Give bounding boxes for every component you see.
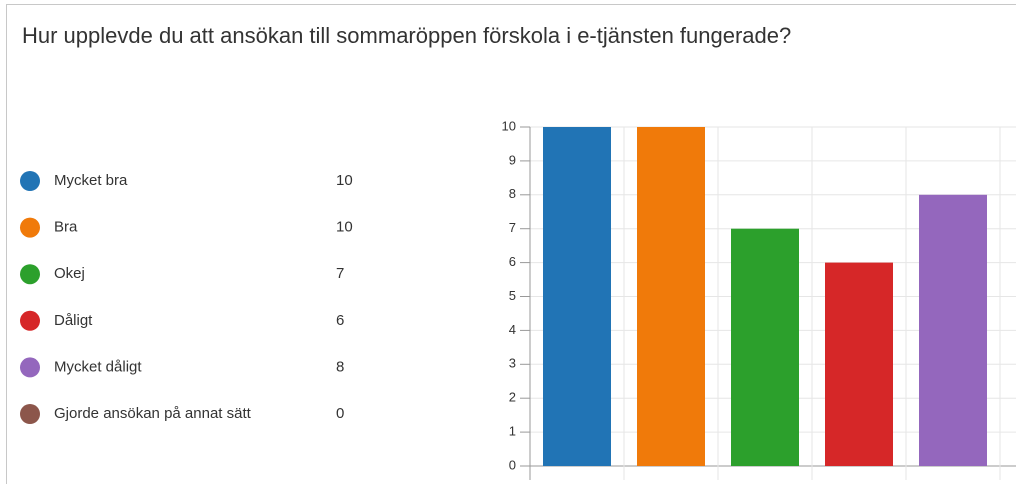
legend-swatch bbox=[20, 171, 40, 191]
y-tick-label: 3 bbox=[509, 356, 516, 371]
legend-value: 7 bbox=[336, 265, 344, 282]
bar bbox=[919, 194, 987, 467]
y-tick-label: 5 bbox=[509, 288, 516, 303]
bar bbox=[731, 228, 799, 466]
legend-value: 6 bbox=[336, 312, 344, 329]
y-tick-label: 2 bbox=[509, 390, 516, 405]
legend-swatch bbox=[20, 404, 40, 424]
legend-value: 8 bbox=[336, 358, 344, 375]
legend-swatch bbox=[20, 357, 40, 378]
legend-label: Bra bbox=[54, 219, 78, 236]
legend-label: Okej bbox=[54, 265, 85, 282]
legend-value: 10 bbox=[336, 172, 353, 189]
legend-swatch bbox=[20, 217, 40, 238]
y-tick-label: 8 bbox=[509, 186, 516, 201]
legend-label: Mycket bra bbox=[54, 172, 128, 189]
legend-value: 0 bbox=[336, 405, 344, 422]
bar bbox=[825, 262, 893, 466]
y-tick-label: 6 bbox=[509, 254, 516, 269]
y-tick-label: 0 bbox=[509, 457, 516, 472]
legend-label: Gjorde ansökan på annat sätt bbox=[54, 405, 252, 422]
y-tick-label: 10 bbox=[502, 118, 516, 133]
legend-label: Dåligt bbox=[54, 312, 93, 329]
y-tick-label: 9 bbox=[509, 152, 516, 167]
legend-label: Mycket dåligt bbox=[54, 358, 142, 375]
legend-swatch bbox=[20, 264, 40, 285]
legend-swatch bbox=[20, 310, 40, 331]
y-tick-label: 7 bbox=[509, 220, 516, 235]
bar bbox=[543, 127, 611, 466]
bar bbox=[637, 127, 705, 466]
chart-title: Hur upplevde du att ansökan till sommarö… bbox=[22, 23, 791, 48]
y-tick-label: 4 bbox=[509, 322, 516, 337]
legend-value: 10 bbox=[336, 219, 353, 236]
y-tick-label: 1 bbox=[509, 424, 516, 439]
